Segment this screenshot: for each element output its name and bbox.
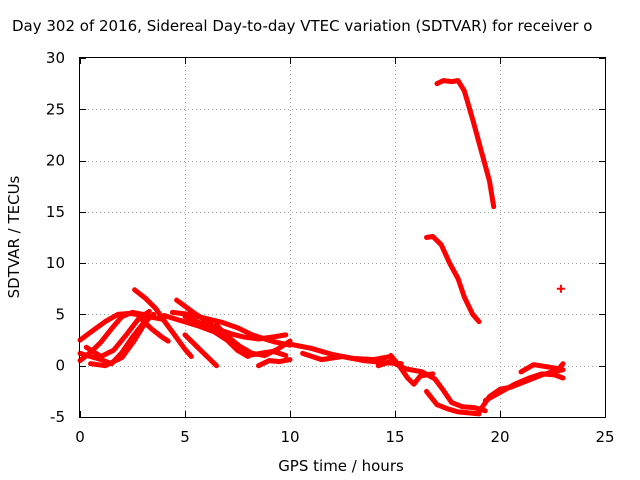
x-tick-label: 0	[75, 428, 85, 446]
plot-frame	[79, 57, 606, 418]
x-tick-label: 20	[490, 428, 509, 446]
data-series-track-19-markers	[425, 388, 480, 414]
data-series-track-18	[375, 359, 488, 414]
data-series-track-22-markers	[520, 361, 564, 372]
data-series-track-23-markers	[436, 78, 495, 207]
data-series-track-12-markers	[184, 332, 218, 366]
data-point	[556, 284, 565, 293]
y-tick-label: 5	[55, 305, 65, 323]
y-tick-label: 30	[46, 49, 65, 67]
data-series-track-22	[518, 361, 566, 375]
data-series-track-13	[214, 322, 289, 358]
data-series-track-13-markers	[215, 322, 287, 355]
data-series-track-7-markers	[137, 314, 170, 341]
data-series-track-11	[182, 314, 289, 342]
data-series-track-24-markers	[425, 234, 480, 322]
data-series-track-7	[136, 314, 171, 344]
data-series-track-14-markers	[257, 357, 291, 366]
x-axis-label: GPS time / hours	[278, 457, 404, 475]
y-tick-label: 10	[46, 254, 65, 272]
data-series-track-21	[482, 371, 566, 404]
data-series	[77, 78, 566, 417]
y-axis-label: SDTVAR / TECUs	[5, 175, 23, 298]
y-tick-label: 25	[46, 100, 65, 118]
data-series-track-14	[256, 357, 293, 369]
data-series-track-11-markers	[184, 314, 287, 339]
y-tick-label: 0	[55, 357, 65, 375]
data-series-track-12	[182, 332, 219, 369]
x-tick-label: 25	[595, 428, 614, 446]
axis-ticks: 0 5 10 15 20 25 -5 0 5 10 15 20 25 30	[46, 49, 615, 446]
data-series-track-5-markers	[89, 317, 149, 366]
data-series-track-18-markers	[377, 359, 487, 411]
y-tick-label: 15	[46, 203, 65, 221]
data-series-track-6-markers	[133, 287, 193, 356]
data-series-track-23	[434, 78, 497, 210]
data-series-track-3-markers	[79, 311, 155, 364]
x-tick-label: 5	[180, 428, 190, 446]
y-tick-label: -5	[50, 408, 65, 426]
data-series-track-21-markers	[484, 371, 564, 401]
chart-title: Day 302 of 2016, Sidereal Day-to-day VTE…	[12, 17, 592, 35]
x-tick-label: 10	[280, 428, 299, 446]
data-series-track-5	[88, 317, 150, 369]
y-tick-label: 20	[46, 152, 65, 170]
x-tick-label: 15	[385, 428, 404, 446]
grid-lines	[80, 58, 605, 417]
data-series-track-6	[132, 287, 194, 359]
